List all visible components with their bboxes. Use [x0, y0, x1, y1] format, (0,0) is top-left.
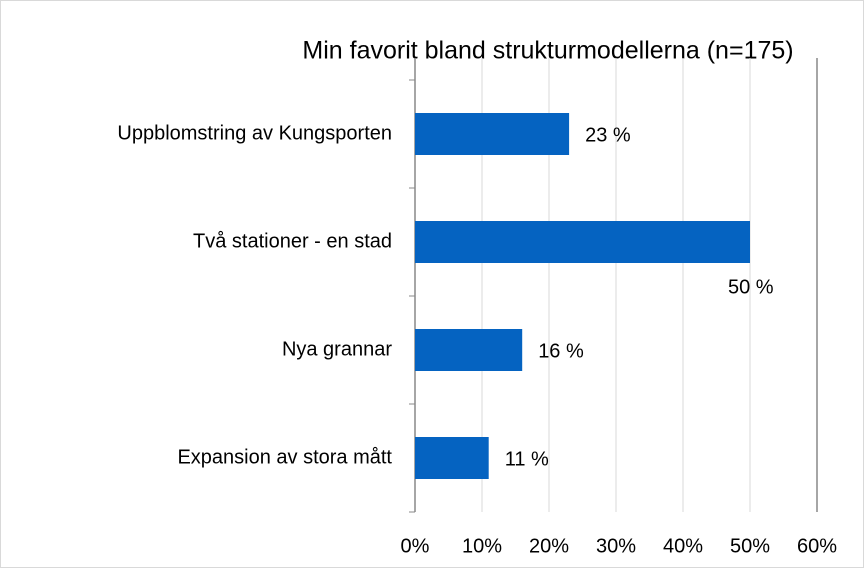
- bar: [415, 221, 750, 263]
- y-tick-label: Nya grannar: [282, 338, 392, 360]
- x-tick-label: 40%: [663, 535, 703, 557]
- y-tick-label: Expansion av stora mått: [177, 446, 392, 468]
- data-label: 50 %: [728, 276, 774, 298]
- y-tick-label: Två stationer - en stad: [193, 230, 392, 252]
- x-tick-label: 60%: [797, 535, 837, 557]
- y-tick-label: Uppblomstring av Kungsporten: [117, 122, 392, 144]
- bar: [415, 113, 570, 155]
- bar: [415, 437, 489, 479]
- x-tick-label: 0%: [401, 535, 430, 557]
- x-tick-label: 10%: [462, 535, 502, 557]
- x-tick-label: 50%: [730, 535, 770, 557]
- x-tick-label: 20%: [529, 535, 569, 557]
- chart-title: Min favorit bland strukturmodellerna (n=…: [302, 37, 793, 65]
- x-tick-label: 30%: [596, 535, 636, 557]
- data-label: 16 %: [538, 340, 584, 362]
- data-label: 23 %: [585, 124, 631, 146]
- data-label: 11 %: [505, 448, 549, 470]
- bar: [415, 329, 523, 371]
